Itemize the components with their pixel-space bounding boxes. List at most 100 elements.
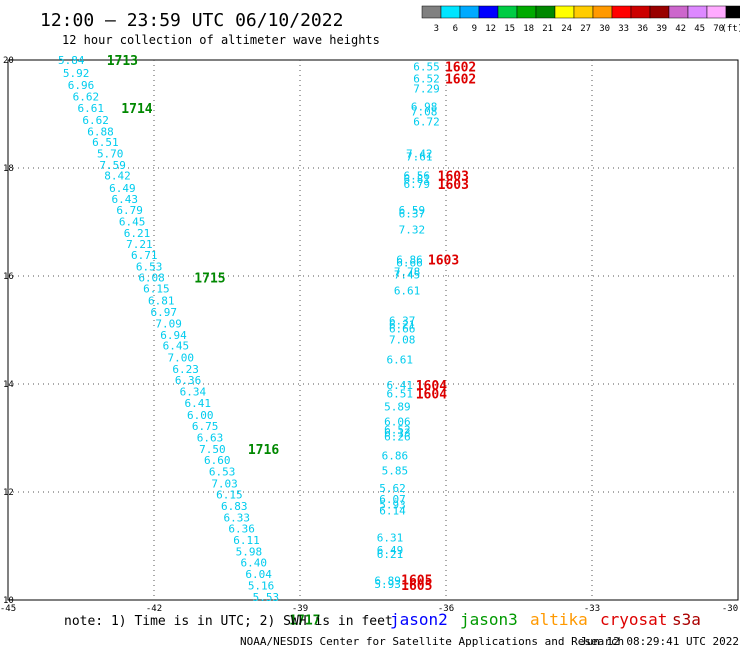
x-tick-label: -33 bbox=[584, 604, 600, 614]
color-scale-swatch bbox=[459, 5, 480, 19]
wave-height-value: 7.32 bbox=[399, 224, 426, 237]
color-scale-label: 39 bbox=[656, 24, 667, 34]
color-scale-swatch bbox=[687, 5, 708, 19]
wave-height-value: 6.61 bbox=[387, 354, 414, 367]
color-scale-swatch bbox=[554, 5, 575, 19]
wave-height-value: 6.61 bbox=[77, 102, 104, 115]
wave-height-value: 5.93 bbox=[379, 498, 406, 511]
wave-height-value: 5.89 bbox=[384, 401, 411, 414]
wave-height-value: 6.63 bbox=[197, 431, 224, 444]
pass-number-label: 1716 bbox=[248, 443, 279, 458]
color-scale-swatch bbox=[478, 5, 499, 19]
footer-note: note: 1) Time is in UTC; 2) SWH is in fe… bbox=[64, 614, 393, 629]
color-scale-label: 21 bbox=[542, 24, 553, 34]
color-scale-swatch bbox=[630, 5, 651, 19]
color-scale-swatch bbox=[611, 5, 632, 19]
y-tick-label: 20 bbox=[3, 56, 14, 66]
wave-height-value: 6.36 bbox=[228, 523, 255, 536]
wave-height-value: 7.08 bbox=[389, 334, 416, 347]
wave-height-value: 6.41 bbox=[185, 397, 212, 410]
wave-height-value: 6.31 bbox=[377, 531, 404, 544]
wave-height-value: 6.79 bbox=[404, 178, 431, 191]
wave-height-value: 6.14 bbox=[379, 504, 406, 517]
wave-height-value: 6.53 bbox=[136, 260, 163, 273]
wave-height-value: 7.50 bbox=[199, 443, 226, 456]
y-tick-label: 10 bbox=[3, 596, 14, 606]
wave-height-value: 6.81 bbox=[404, 173, 431, 186]
wave-height-value: 6.94 bbox=[160, 329, 187, 342]
wave-height-value: 6.13 bbox=[384, 427, 411, 440]
wave-height-value: 7.78 bbox=[394, 266, 421, 279]
wave-height-value: 5.93 bbox=[374, 578, 401, 591]
pass-number-label: 1603 bbox=[438, 170, 469, 185]
color-scale-label: (ft) bbox=[721, 24, 740, 34]
wave-height-value: 7.21 bbox=[126, 238, 153, 251]
wave-height-value: 6.33 bbox=[223, 511, 250, 524]
wave-height-value: 6.21 bbox=[377, 548, 404, 561]
mission-legend-item: cryosat bbox=[600, 610, 667, 629]
x-tick-label: -39 bbox=[292, 604, 308, 614]
color-scale-swatch bbox=[516, 5, 537, 19]
wave-height-value: 6.21 bbox=[389, 319, 416, 332]
pass-number-label: 1717 bbox=[289, 613, 320, 628]
wave-height-value: 6.79 bbox=[116, 204, 143, 217]
pass-number-label: 1714 bbox=[121, 102, 152, 117]
color-scale-swatch bbox=[649, 5, 670, 19]
wave-height-value: 6.34 bbox=[180, 386, 207, 399]
x-tick-label: -42 bbox=[146, 604, 162, 614]
wave-height-value: 5.85 bbox=[382, 464, 409, 477]
wave-height-value: 6.81 bbox=[148, 294, 175, 307]
wave-height-value: 6.37 bbox=[399, 207, 426, 220]
wave-height-value: 6.06 bbox=[384, 415, 411, 428]
wave-height-value: 5.53 bbox=[253, 591, 280, 604]
wave-height-value: 5.70 bbox=[97, 147, 124, 160]
y-tick-label: 14 bbox=[3, 380, 14, 390]
x-tick-label: -30 bbox=[722, 604, 738, 614]
mission-legend-item: jason2 bbox=[390, 610, 448, 629]
wave-height-value: 6.56 bbox=[404, 170, 431, 183]
wave-height-value: 6.62 bbox=[82, 114, 109, 127]
wave-height-value: 6.86 bbox=[382, 449, 409, 462]
wave-height-value: 6.53 bbox=[209, 465, 236, 478]
color-scale-label: 45 bbox=[694, 24, 705, 34]
color-scale-swatch bbox=[592, 5, 613, 19]
wave-height-value: 7.00 bbox=[168, 352, 195, 365]
footer-timestamp: Jun 12 08:29:41 UTC 2022 bbox=[580, 635, 739, 648]
wave-height-value: 7.45 bbox=[394, 268, 421, 281]
wave-height-value: 5.16 bbox=[248, 579, 275, 592]
wave-height-value: 6.45 bbox=[119, 215, 146, 228]
wave-height-value: 6.51 bbox=[387, 388, 414, 401]
wave-height-value: 7.42 bbox=[406, 147, 433, 160]
pass-number-label: 1603 bbox=[428, 253, 459, 268]
color-scale-label: 70 bbox=[713, 24, 724, 34]
color-scale-label: 27 bbox=[580, 24, 591, 34]
pass-number-label: 1604 bbox=[416, 379, 447, 394]
wave-height-value: 7.61 bbox=[406, 151, 433, 164]
wave-height-value: 6.04 bbox=[245, 568, 272, 581]
plot-area: 10 12 14 16 18 20 -45 -42 -39 -36 -33 -30 5.845.92… bbox=[0, 54, 739, 628]
color-scale-swatch bbox=[535, 5, 556, 19]
color-scale-swatch bbox=[668, 5, 689, 19]
y-tick-label: 18 bbox=[3, 164, 14, 174]
pass-number-label: 1603 bbox=[438, 178, 469, 193]
wave-height-value: 6.36 bbox=[175, 374, 202, 387]
color-scale-label: 24 bbox=[561, 24, 572, 34]
wave-height-value: 5.84 bbox=[58, 54, 85, 67]
x-tick-label: -45 bbox=[0, 604, 16, 614]
chart-subtitle: 12 hour collection of altimeter wave hei… bbox=[62, 33, 380, 47]
wave-height-value: 6.37 bbox=[389, 314, 416, 327]
wave-height-value: 6.49 bbox=[377, 544, 404, 557]
color-scale-label: 9 bbox=[472, 24, 477, 34]
chart-title: 12:00 – 23:59 UTC 06/10/2022 bbox=[40, 10, 343, 31]
wave-height-value: 6.52 bbox=[413, 72, 440, 85]
y-tick-label: 12 bbox=[3, 488, 14, 498]
wave-height-value: 6.60 bbox=[204, 454, 231, 467]
x-tick-label: -36 bbox=[438, 604, 454, 614]
wave-height-value: 7.08 bbox=[411, 105, 438, 118]
wave-height-value: 6.07 bbox=[379, 493, 406, 506]
color-scale-label: 12 bbox=[485, 24, 496, 34]
wave-height-value: 6.89 bbox=[374, 575, 401, 588]
pass-number-label: 1605 bbox=[401, 579, 432, 594]
